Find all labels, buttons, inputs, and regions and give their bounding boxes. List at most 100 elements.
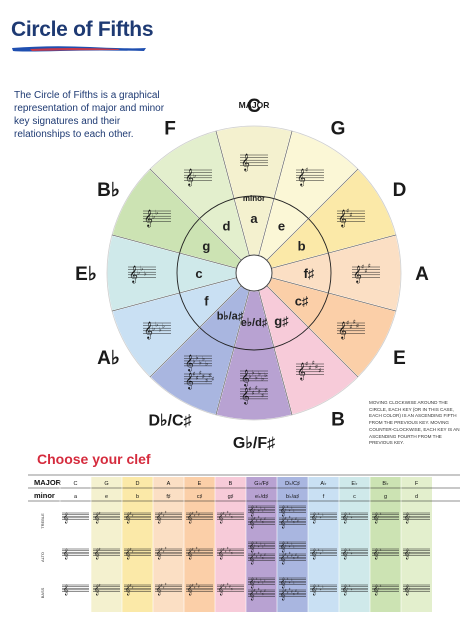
minor-key-label-8: f — [204, 294, 209, 309]
svg-text:♭: ♭ — [155, 321, 158, 329]
table-minor-cell: g♯ — [228, 494, 234, 500]
svg-text:♯: ♯ — [285, 587, 287, 592]
svg-text:♯: ♯ — [291, 589, 293, 594]
svg-text:♯: ♯ — [308, 364, 311, 372]
clef-column-bg — [153, 477, 184, 612]
svg-text:♯: ♯ — [289, 551, 291, 556]
svg-text:𝄞: 𝄞 — [404, 584, 410, 595]
svg-text:𝄞: 𝄞 — [185, 373, 193, 389]
table-key-signature: 𝄞 ♯ ♯♯ ♯ ♯ — [217, 582, 244, 595]
svg-text:♭: ♭ — [254, 579, 256, 584]
svg-text:♯: ♯ — [205, 377, 208, 384]
svg-text:𝄞: 𝄞 — [94, 548, 100, 559]
svg-text:♯: ♯ — [256, 554, 258, 559]
svg-text:♯: ♯ — [291, 517, 293, 522]
svg-text:♯: ♯ — [361, 263, 364, 271]
major-ring-label: MAJOR — [239, 100, 270, 110]
clef-column-bg — [339, 477, 370, 612]
svg-text:♯: ♯ — [196, 546, 198, 551]
svg-text:♭: ♭ — [255, 374, 258, 381]
sector-divider — [266, 168, 359, 261]
svg-text:♯: ♯ — [349, 211, 352, 219]
svg-text:♯: ♯ — [264, 387, 267, 394]
svg-text:♯: ♯ — [192, 582, 194, 587]
table-major-cell: E♭ — [351, 480, 358, 487]
key-signature-2: 𝄞 ♯ ♯ — [336, 207, 365, 227]
svg-text:♭: ♭ — [293, 580, 295, 585]
svg-text:♯: ♯ — [194, 549, 196, 554]
svg-text:𝄞: 𝄞 — [342, 584, 348, 595]
table-key-signature: 𝄞 ♯ ♯ — [124, 546, 151, 559]
svg-text:♯: ♯ — [287, 590, 289, 595]
svg-text:𝄞: 𝄞 — [373, 548, 379, 559]
table-key-signature: 𝄞 — [62, 548, 89, 559]
table-key-signature: 𝄞 ♭ ♭♭ — [341, 511, 368, 523]
svg-text:𝄞: 𝄞 — [125, 584, 131, 595]
table-major-cell: E — [198, 481, 202, 487]
svg-text:♯: ♯ — [353, 318, 356, 326]
table-key-signature: 𝄞 ♭ ♭♭ ♭♭𝄞 ♯ ♯♯ ♯ ♯♯ ♯ — [279, 504, 306, 528]
svg-text:𝄞: 𝄞 — [249, 505, 255, 516]
svg-text:♯: ♯ — [262, 591, 264, 596]
table-minor-cell: b♭/a♯ — [286, 493, 299, 500]
svg-text:𝄞: 𝄞 — [280, 517, 286, 528]
svg-text:♯: ♯ — [262, 519, 264, 524]
svg-text:♭: ♭ — [380, 511, 382, 516]
page-title: Circle of Fifths — [11, 18, 154, 41]
svg-text:♯: ♯ — [99, 546, 101, 551]
svg-text:𝄞: 𝄞 — [338, 321, 347, 339]
table-minor-cell: e — [105, 494, 108, 500]
table-key-signature: 𝄞 ♭ — [403, 548, 430, 559]
table-minor-cell: g — [384, 494, 387, 500]
svg-text:♯: ♯ — [130, 510, 132, 515]
table-major-cell: F — [415, 481, 419, 487]
svg-text:♯: ♯ — [202, 374, 205, 381]
table-key-signature: 𝄞 ♯ — [93, 582, 120, 595]
svg-text:𝄞: 𝄞 — [125, 548, 131, 559]
svg-text:♯: ♯ — [223, 510, 225, 515]
key-signature-0: 𝄞 — [240, 153, 268, 171]
svg-text:♭: ♭ — [252, 369, 255, 376]
svg-text:𝄞: 𝄞 — [249, 541, 255, 552]
svg-text:♭: ♭ — [351, 586, 353, 591]
table-minor-heading: minor — [34, 491, 55, 500]
svg-text:♭: ♭ — [347, 550, 349, 555]
svg-text:♯: ♯ — [285, 551, 287, 556]
svg-text:♯: ♯ — [165, 582, 167, 587]
svg-text:♭: ♭ — [287, 504, 289, 509]
major-key-label-8: A♭ — [97, 348, 120, 369]
key-signature-10: 𝄞 ♭ ♭ — [143, 209, 172, 227]
svg-text:♯: ♯ — [293, 555, 295, 560]
svg-text:♯: ♯ — [192, 546, 194, 551]
svg-text:♯: ♯ — [258, 551, 260, 556]
minor-key-label-1: e — [278, 218, 285, 233]
svg-text:𝄞: 𝄞 — [342, 512, 348, 523]
table-major-cell: D♭/C♯ — [285, 480, 300, 487]
svg-text:♭: ♭ — [155, 209, 158, 217]
svg-text:♭: ♭ — [202, 356, 205, 363]
table-key-signature: 𝄞 — [62, 512, 89, 523]
table-key-signature: 𝄞 ♭ ♭ — [372, 547, 399, 559]
clef-column-bg — [277, 477, 308, 612]
svg-text:♯: ♯ — [264, 588, 266, 593]
svg-text:♭: ♭ — [318, 547, 320, 552]
svg-text:♯: ♯ — [289, 515, 291, 520]
svg-text:♯: ♯ — [254, 551, 256, 556]
sector-divider — [215, 290, 250, 416]
svg-text:♯: ♯ — [315, 363, 318, 371]
svg-text:♯: ♯ — [264, 516, 266, 521]
clef-section-title: Choose your clef — [37, 451, 151, 467]
svg-text:♯: ♯ — [165, 510, 167, 515]
brush-stroke-decoration — [12, 46, 146, 52]
svg-text:♯: ♯ — [260, 589, 262, 594]
table-major-cell: A♭ — [320, 480, 327, 487]
svg-text:♭: ♭ — [318, 511, 320, 516]
major-key-label-6: G♭/F♯ — [233, 435, 275, 452]
clef-column-bg — [401, 477, 432, 612]
table-key-signature: 𝄞 ♭ ♭ — [372, 511, 399, 523]
svg-text:♭: ♭ — [193, 171, 196, 179]
key-signature-5: 𝄞 ♯ ♯♯ ♯ ♯ — [296, 359, 324, 380]
svg-text:𝄞: 𝄞 — [144, 209, 153, 227]
svg-text:𝄞: 𝄞 — [404, 548, 410, 559]
svg-text:♭: ♭ — [199, 359, 202, 366]
